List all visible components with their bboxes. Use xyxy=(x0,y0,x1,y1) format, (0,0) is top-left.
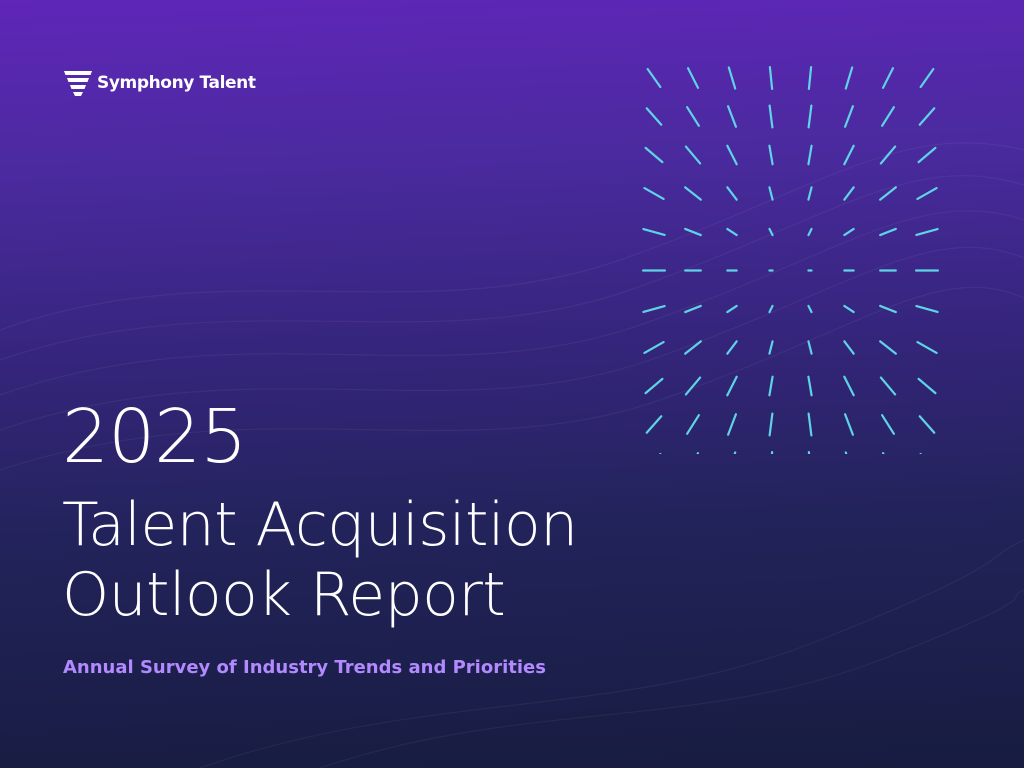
pattern-line xyxy=(768,104,774,129)
pattern-line xyxy=(879,340,897,355)
pattern-line xyxy=(881,452,885,454)
pattern-line xyxy=(918,415,936,434)
pattern-line xyxy=(726,375,738,397)
pattern-line xyxy=(915,227,939,237)
pattern-line xyxy=(770,450,774,454)
pattern-line xyxy=(733,451,737,454)
pattern-line xyxy=(726,227,738,237)
report-title: Talent Acquisition Outlook Report xyxy=(62,490,578,630)
pattern-line xyxy=(881,106,895,127)
pattern-line xyxy=(807,144,813,166)
pattern-line xyxy=(768,65,774,91)
pattern-line xyxy=(768,375,774,397)
pattern-line xyxy=(768,412,774,437)
pattern-line xyxy=(879,376,897,396)
pattern-line xyxy=(642,304,666,314)
pattern-line xyxy=(843,186,855,201)
pattern-line xyxy=(686,106,700,127)
pattern-line xyxy=(807,65,813,91)
pattern-line xyxy=(843,144,855,166)
report-subtitle: Annual Survey of Industry Trends and Pri… xyxy=(63,657,546,678)
pattern-line xyxy=(843,304,855,314)
pattern-line xyxy=(879,227,897,237)
pattern-line xyxy=(879,145,897,165)
pattern-line xyxy=(917,146,937,164)
pattern-line xyxy=(879,186,897,201)
pattern-line xyxy=(726,304,738,314)
pattern-line xyxy=(643,341,665,354)
pattern-line xyxy=(881,414,895,435)
symphony-talent-logo-icon xyxy=(64,71,92,96)
pattern-line xyxy=(879,304,897,314)
pattern-line xyxy=(917,377,937,395)
pattern-line xyxy=(684,376,702,396)
pattern-line xyxy=(726,105,738,128)
pattern-line xyxy=(768,340,774,355)
pattern-line xyxy=(726,144,738,166)
pattern-line xyxy=(807,412,813,437)
brand-logo: Symphony Talent xyxy=(63,69,256,97)
pattern-line xyxy=(807,340,813,355)
pattern-line xyxy=(768,227,774,237)
pattern-line xyxy=(918,107,936,126)
pattern-line xyxy=(843,340,855,355)
pattern-line xyxy=(726,186,738,201)
pattern-line xyxy=(807,227,813,237)
pattern-line xyxy=(807,304,813,314)
pattern-line xyxy=(646,67,662,89)
pattern-line xyxy=(727,66,737,90)
pattern-line xyxy=(881,67,895,89)
pattern-line xyxy=(684,304,702,314)
pattern-line xyxy=(844,66,854,90)
pattern-line xyxy=(843,227,855,237)
radiating-lines-grid-icon xyxy=(641,65,940,454)
report-title-line-1: Talent Acquisition xyxy=(62,490,578,560)
pattern-line xyxy=(684,145,702,165)
pattern-line xyxy=(768,304,774,314)
pattern-line xyxy=(686,414,700,435)
report-title-line-2: Outlook Report xyxy=(62,560,506,630)
pattern-line xyxy=(768,144,774,166)
pattern-line xyxy=(684,186,702,201)
pattern-line xyxy=(768,186,774,201)
pattern-line xyxy=(696,452,700,454)
pattern-line xyxy=(807,186,813,201)
pattern-line xyxy=(843,375,855,397)
pattern-line xyxy=(916,187,938,200)
pattern-line xyxy=(686,67,700,89)
pattern-line xyxy=(684,340,702,355)
pattern-line xyxy=(645,107,663,126)
pattern-line xyxy=(644,146,664,164)
pattern-line xyxy=(807,375,813,397)
pattern-line xyxy=(726,340,738,355)
pattern-line xyxy=(919,67,935,89)
pattern-line xyxy=(684,227,702,237)
pattern-line xyxy=(644,377,664,395)
pattern-line xyxy=(642,227,666,237)
pattern-line xyxy=(843,105,855,128)
brand-name: Symphony Talent xyxy=(97,73,256,93)
pattern-line xyxy=(643,187,665,200)
pattern-line xyxy=(807,104,813,129)
pattern-line xyxy=(844,451,848,454)
report-year: 2025 xyxy=(62,394,247,480)
pattern-line xyxy=(915,304,939,314)
pattern-line xyxy=(916,341,938,354)
pattern-line xyxy=(726,413,738,436)
pattern-line xyxy=(645,415,663,434)
pattern-line xyxy=(843,413,855,436)
pattern-line xyxy=(807,450,811,454)
